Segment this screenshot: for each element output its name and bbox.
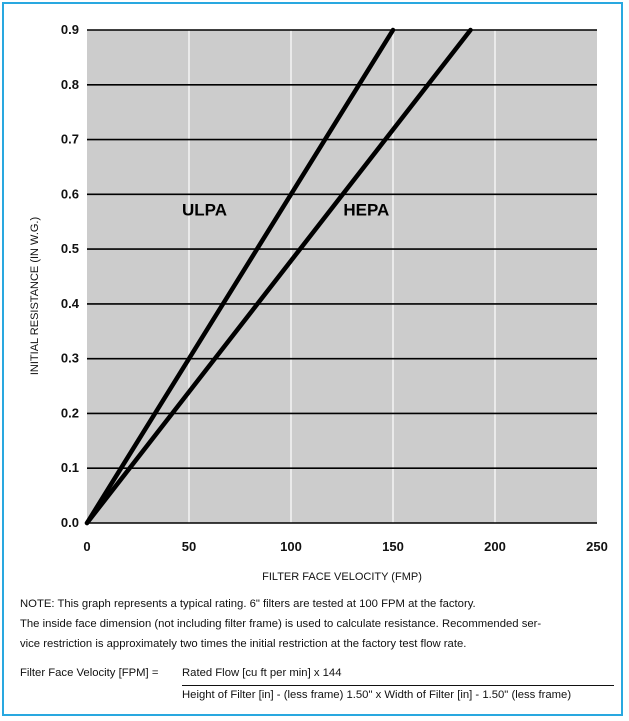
y-tick-0.0: 0.0 [61, 515, 79, 530]
y-tick-0.4: 0.4 [61, 296, 80, 311]
note-text: NOTE: This graph represents a typical ra… [20, 594, 616, 654]
y-axis-title: INITIAL RESISTANCE (IN W.G.) [29, 217, 41, 375]
series-label-hepa: HEPA [343, 201, 389, 220]
y-tick-0.6: 0.6 [61, 186, 79, 201]
note-line-2: The inside face dimension (not including… [20, 618, 542, 630]
x-tick-labels: 0 50 100 150 200 250 [83, 539, 607, 554]
fraction-bar [182, 685, 614, 686]
series-line-ulpa [84, 27, 396, 526]
x-tick-100: 100 [280, 539, 302, 554]
plot-area [87, 30, 597, 523]
series-label-ulpa: ULPA [182, 201, 227, 220]
series-labels: ULPA HEPA [182, 201, 389, 220]
y-tick-0.8: 0.8 [61, 77, 79, 92]
x-tick-200: 200 [484, 539, 506, 554]
resistance-chart: ULPA HEPA 0.00.10.20.30.40.50.60.70.80.9 … [29, 22, 608, 583]
formula-numerator: Rated Flow [cu ft per min] x 144 [182, 667, 342, 679]
series-line-hepa [84, 27, 473, 526]
x-axis-title: FILTER FACE VELOCITY (FMP) [262, 571, 422, 583]
x-tick-250: 250 [586, 539, 608, 554]
vertical-gridlines [188, 30, 496, 523]
formula-denominator: Height of Filter [in] - (less frame) 1.5… [182, 689, 572, 701]
horizontal-gridlines [87, 29, 597, 524]
y-tick-0.9: 0.9 [61, 22, 79, 37]
y-tick-0.7: 0.7 [61, 132, 79, 147]
formula-lhs: Filter Face Velocity [FPM] = [20, 667, 159, 679]
x-tick-50: 50 [182, 539, 196, 554]
x-tick-150: 150 [382, 539, 404, 554]
y-tick-labels: 0.0 0.1 0.2 0.3 0.4 0.5 0.6 0.7 0.8 0.9 [61, 22, 80, 530]
series-lines [84, 27, 473, 526]
y-tick-0.1: 0.1 [61, 460, 79, 475]
x-tick-0: 0 [83, 539, 90, 554]
figure-border [2, 2, 623, 716]
note-line-1: NOTE: This graph represents a typical ra… [20, 598, 476, 610]
note-line-3: vice restriction is approximately two ti… [20, 638, 467, 650]
y-tick-0.5: 0.5 [61, 241, 79, 256]
y-tick-0.2: 0.2 [61, 405, 79, 420]
y-tick-0.3: 0.3 [61, 351, 79, 366]
